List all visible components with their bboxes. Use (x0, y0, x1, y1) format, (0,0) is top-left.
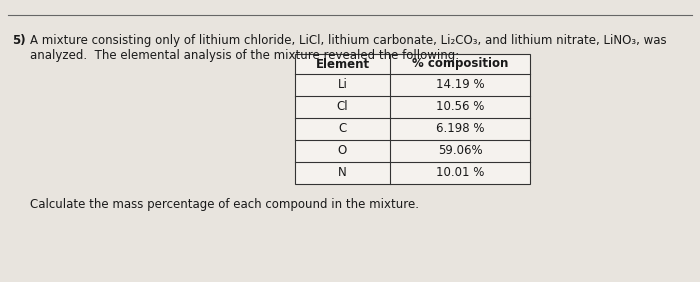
Text: C: C (338, 122, 346, 135)
Text: 5): 5) (12, 34, 26, 47)
Text: Cl: Cl (337, 100, 349, 113)
Text: 14.19 %: 14.19 % (435, 78, 484, 91)
Text: N: N (338, 166, 347, 180)
Text: Li: Li (337, 78, 347, 91)
Text: 6.198 %: 6.198 % (435, 122, 484, 135)
Text: analyzed.  The elemental analysis of the mixture revealed the following:: analyzed. The elemental analysis of the … (30, 49, 459, 62)
Text: 10.01 %: 10.01 % (436, 166, 484, 180)
Text: A mixture consisting only of lithium chloride, LiCl, lithium carbonate, Li₂CO₃, : A mixture consisting only of lithium chl… (30, 34, 666, 47)
Text: Element: Element (316, 58, 370, 70)
Text: 10.56 %: 10.56 % (436, 100, 484, 113)
Bar (295, 54, 530, 184)
Text: % composition: % composition (412, 58, 508, 70)
Text: O: O (338, 144, 347, 158)
Text: Calculate the mass percentage of each compound in the mixture.: Calculate the mass percentage of each co… (30, 198, 419, 211)
Text: 59.06%: 59.06% (438, 144, 482, 158)
